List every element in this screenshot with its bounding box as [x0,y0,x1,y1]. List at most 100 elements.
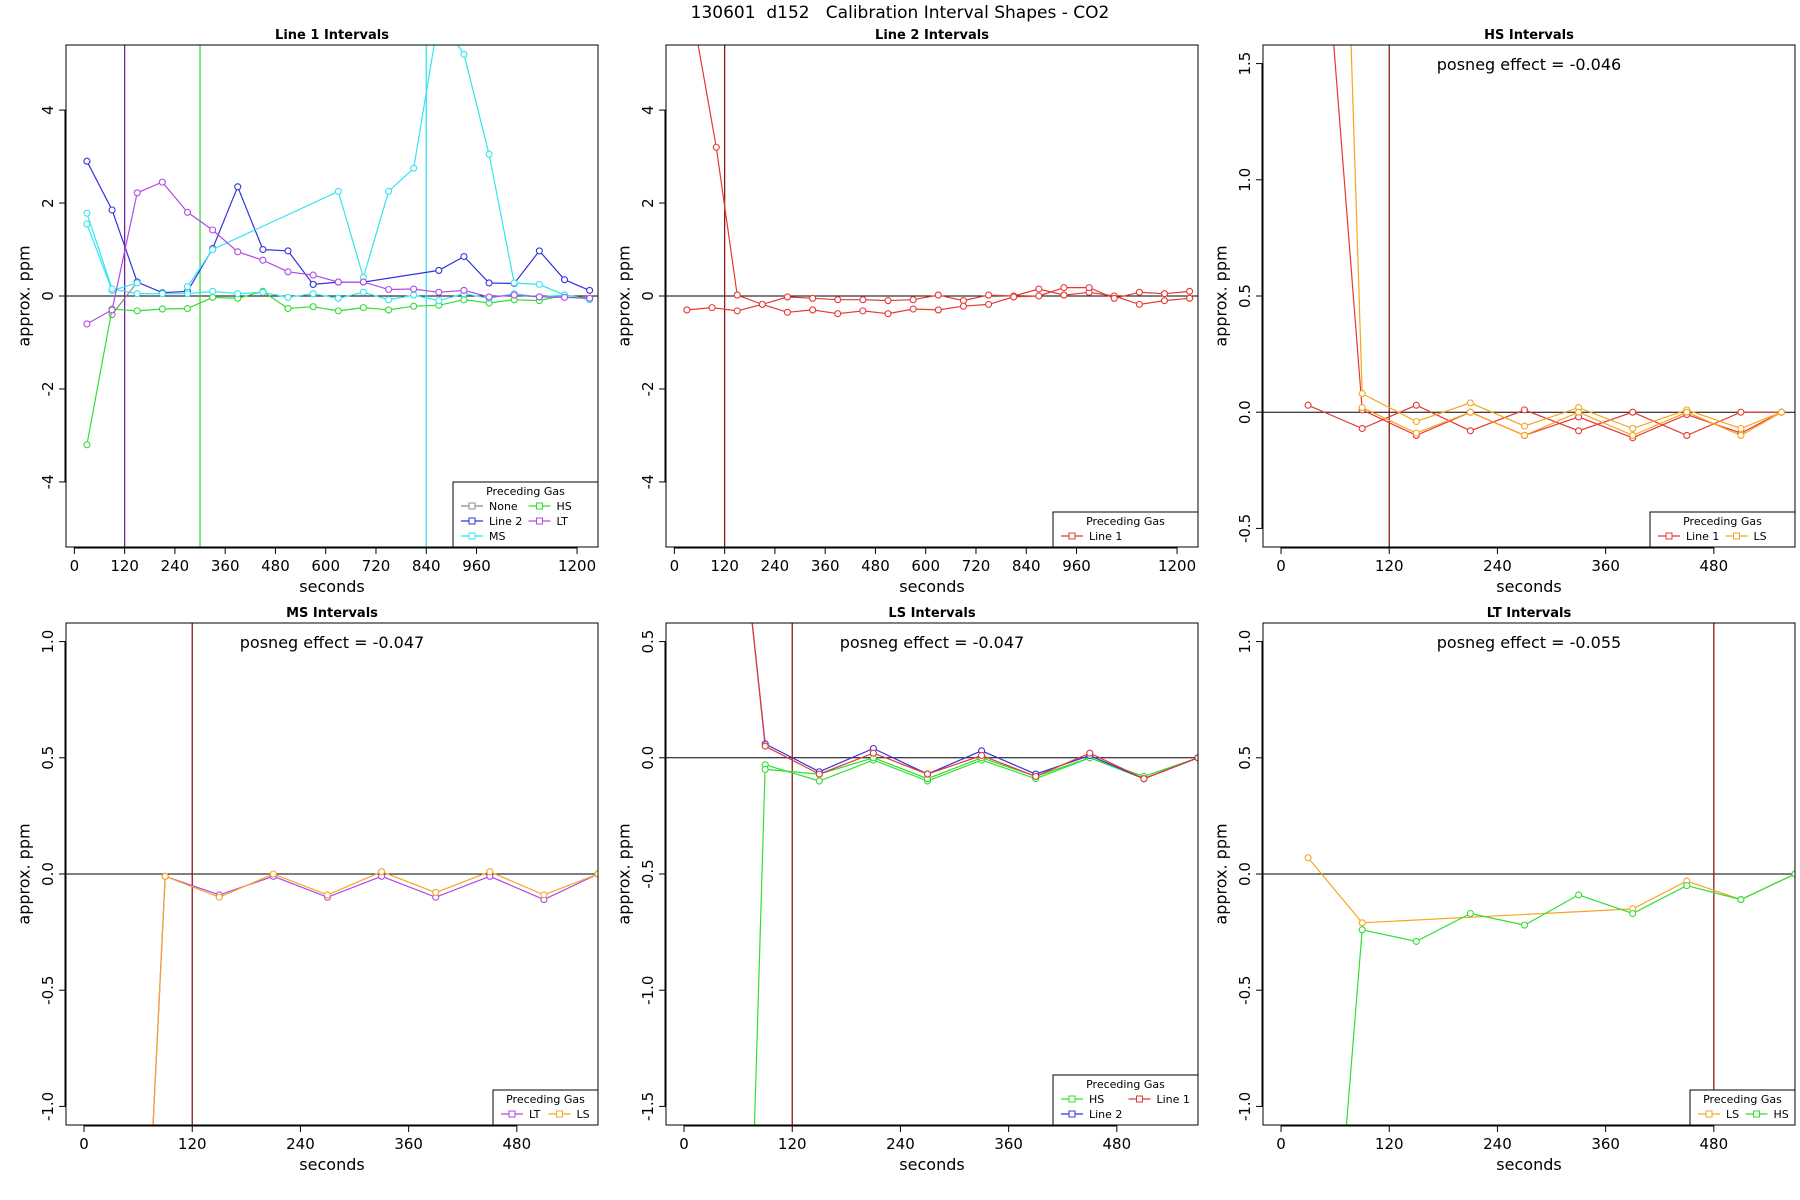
data-point [1629,909,1637,918]
legend-entry-label: LT [529,1108,541,1121]
y-tick-label: -0.5 [1236,976,1254,1005]
data-point [309,271,317,279]
y-tick-label: -1.5 [639,1092,657,1121]
data-point [859,296,867,304]
series-line [86,160,314,294]
legend-title: Preceding Gas [506,1093,585,1106]
data-point [183,304,192,313]
x-tick-label: 360 [994,1135,1023,1153]
data-point [1140,775,1148,783]
data-point [334,187,342,195]
data-point [1110,294,1118,302]
x-tick-label: 240 [286,1135,315,1153]
legend-swatch-marker [536,502,543,510]
data-point [1629,408,1637,416]
x-tick-label: 120 [778,1135,807,1153]
x-tick-label: 600 [311,557,340,575]
data-point [334,307,342,315]
data-point [859,307,867,315]
series-line [1307,404,1782,437]
chart-panel-5: LS Intervals 0 120 240 360 480 seconds -1.5 -1.0… [615,606,1199,1174]
y-tick-label: -1.0 [39,1092,57,1121]
data-point [215,893,223,901]
x-tick-label: 120 [1375,557,1404,575]
legend-title: Preceding Gas [1086,1078,1165,1091]
legend-entry-label: Line 1 [1157,1093,1190,1106]
chart-panel-3: HS Intervals 0 120 240 360 480 seconds -0.5 0.0 0… [1212,28,1796,596]
x-tick-label: 480 [1700,1135,1729,1153]
y-tick-label: -0.5 [639,859,657,888]
data-point [234,248,242,256]
data-point [378,868,386,876]
legend-swatch-marker [536,517,543,525]
data-point [435,266,443,274]
x-tick-label: 960 [1062,557,1091,575]
data-point [1520,406,1529,414]
x-tick-label: 1200 [558,557,596,575]
data-point [733,291,741,299]
data-point [733,307,741,315]
x-tick-label: 360 [394,1135,423,1153]
legend-box [1052,1074,1199,1126]
x-tick-label: 360 [1591,1135,1620,1153]
x-tick-label: 120 [710,557,739,575]
data-point [161,872,169,880]
y-tick-label: -1.0 [639,976,657,1005]
panel-title: Line 1 Intervals [275,28,389,43]
y-tick-label: -4 [639,474,657,489]
data-point [183,283,192,291]
data-point [1466,427,1474,435]
data-point [783,293,792,301]
plot-area [66,14,598,547]
x-tick-label: 0 [1276,1135,1286,1153]
x-axis-label: seconds [1496,577,1561,596]
plot-frame [1262,44,1796,548]
data-point [435,288,443,296]
data-point [436,14,442,20]
legend-entry-label: LT [557,515,569,528]
legend-entry-label: HS [1089,1093,1104,1106]
data-point [485,293,493,301]
y-axis-label: approx. ppm [615,823,634,924]
legend-entry-label: MS [489,530,505,543]
legend-entry-label: Line 2 [1089,1108,1122,1121]
data-point [334,278,342,286]
y-axis-label: approx. ppm [615,245,634,346]
data-point [133,189,141,197]
data-point [560,293,569,301]
data-point [323,891,332,899]
data-point [535,247,543,255]
data-point [284,293,292,301]
data-point [510,291,518,299]
series-line [751,623,1198,780]
legend: Preceding Gas Line 1 LS [1649,511,1796,548]
y-tick-label: 0.0 [1236,400,1254,424]
legend-entry-label: None [489,500,518,513]
plot-frame [65,44,599,548]
data-point [284,247,292,255]
data-point [1520,431,1529,439]
legend-entry-label: Line 1 [1089,530,1122,543]
data-point [586,294,594,302]
legend-swatch-marker [1705,1110,1713,1118]
x-tick-label: 240 [761,557,790,575]
data-point [1358,926,1366,934]
x-tick-label: 120 [1375,1135,1404,1153]
y-tick-label: -0.5 [1236,514,1254,543]
data-point [209,287,217,295]
legend-swatch-marker [508,1110,516,1118]
data-point [712,143,720,151]
data-point [1304,854,1312,862]
page-title: 130601 d152 Calibration Interval Shapes … [690,3,1110,23]
data-point [1683,431,1691,439]
y-tick-label: -2 [39,381,57,396]
data-point [158,305,166,313]
data-point [985,300,993,308]
legend-swatch-marker [468,532,476,540]
panel-title: HS Intervals [1484,28,1574,43]
y-tick-label: 1.5 [1236,52,1254,76]
plot-area [66,623,598,1125]
data-point [133,307,141,315]
data-point [1737,431,1745,439]
